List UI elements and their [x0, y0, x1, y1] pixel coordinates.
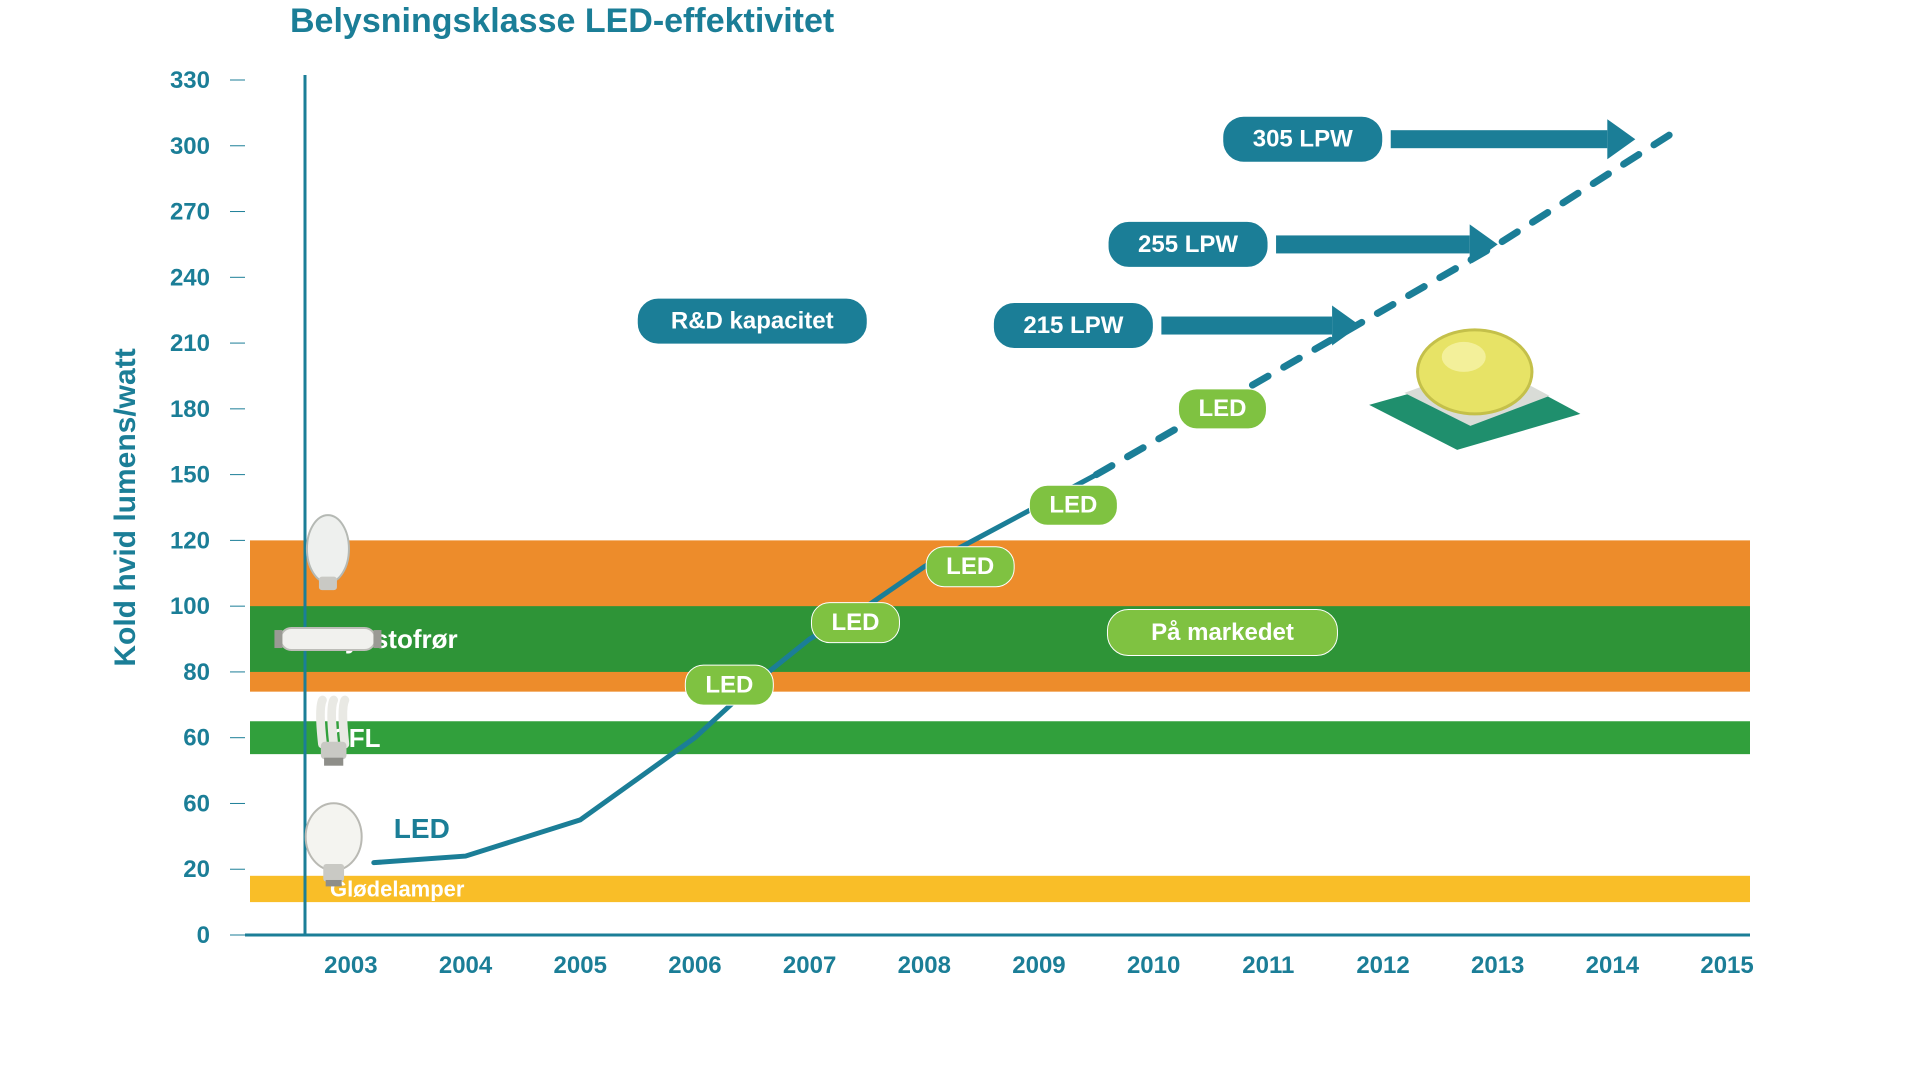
svg-text:305 LPW: 305 LPW: [1253, 126, 1353, 153]
xtick-6: 2009: [1012, 952, 1065, 979]
callout-arrow-4: [1391, 130, 1608, 148]
svg-text:LED: LED: [946, 553, 994, 580]
band-cfl: [250, 721, 1750, 754]
svg-text:R&D kapacitet: R&D kapacitet: [671, 307, 834, 334]
svg-text:215 LPW: 215 LPW: [1023, 312, 1123, 339]
callout-arrowhead-4: [1607, 119, 1635, 159]
svg-text:LED: LED: [705, 671, 753, 698]
xtick-11: 2014: [1586, 952, 1640, 979]
led-marker-2: LED: [926, 547, 1014, 587]
callout-1: På markedet: [1107, 609, 1337, 655]
callout-0: R&D kapacitet: [637, 298, 867, 344]
ytick-10: 240: [170, 264, 210, 291]
led-marker-0: LED: [685, 665, 773, 705]
callout-3: 255 LPW: [1108, 221, 1268, 267]
ytick-1: 20: [183, 856, 210, 883]
band-label-3: Glødelamper: [330, 877, 465, 902]
band-glødelamper: [250, 876, 1750, 902]
xtick-7: 2010: [1127, 952, 1180, 979]
cfl-bulb-icon: [320, 700, 346, 766]
callout-4: 305 LPW: [1223, 116, 1383, 162]
callout-arrow-2: [1161, 317, 1332, 335]
xtick-4: 2007: [783, 952, 836, 979]
callout-arrowhead-3: [1470, 224, 1498, 264]
svg-text:LED: LED: [1198, 395, 1246, 422]
ytick-6: 120: [170, 527, 210, 554]
ytick-7: 150: [170, 462, 210, 489]
callout-arrow-3: [1276, 235, 1470, 253]
efficiency-chart: Belysningsklasse LED-effektivitet Kold hv…: [0, 0, 1920, 1080]
svg-text:LED: LED: [1049, 492, 1097, 519]
ytick-8: 180: [170, 396, 210, 423]
xtick-10: 2013: [1471, 952, 1524, 979]
xtick-3: 2006: [668, 952, 721, 979]
callout-arrowhead-2: [1332, 306, 1360, 346]
ytick-12: 300: [170, 133, 210, 160]
ytick-3: 60: [183, 725, 210, 752]
ytick-9: 210: [170, 330, 210, 357]
xtick-12: 2015: [1700, 952, 1753, 979]
led-marker-4: LED: [1178, 389, 1266, 429]
svg-text:LED: LED: [831, 609, 879, 636]
svg-text:På markedet: På markedet: [1151, 619, 1294, 646]
ytick-11: 270: [170, 199, 210, 226]
ytick-13: 330: [170, 67, 210, 94]
xtick-5: 2008: [898, 952, 951, 979]
incand-bulb-icon: [306, 803, 362, 886]
xtick-9: 2012: [1356, 952, 1409, 979]
ytick-4: 80: [183, 659, 210, 686]
led-marker-1: LED: [811, 603, 899, 643]
y-axis-label: Kold hvid lumens/watt: [109, 348, 142, 666]
xtick-0: 2003: [324, 952, 377, 979]
led-series-label: LED: [394, 813, 450, 844]
callout-2: 215 LPW: [993, 303, 1153, 349]
band-lysstofrør: [250, 606, 1750, 672]
xtick-2: 2005: [554, 952, 607, 979]
led-curve-projected: [1096, 135, 1669, 475]
led-chip-icon: [1369, 330, 1580, 450]
xtick-8: 2011: [1242, 952, 1294, 979]
svg-text:255 LPW: 255 LPW: [1138, 231, 1238, 258]
ytick-2: 60: [183, 790, 210, 817]
led-marker-3: LED: [1029, 485, 1117, 525]
ytick-0: 0: [197, 922, 210, 949]
ytick-5: 100: [170, 593, 210, 620]
chart-title: Belysningsklasse LED-effektivitet: [290, 2, 834, 40]
xtick-1: 2004: [439, 952, 493, 979]
fluoro-tube-icon: [274, 628, 381, 650]
